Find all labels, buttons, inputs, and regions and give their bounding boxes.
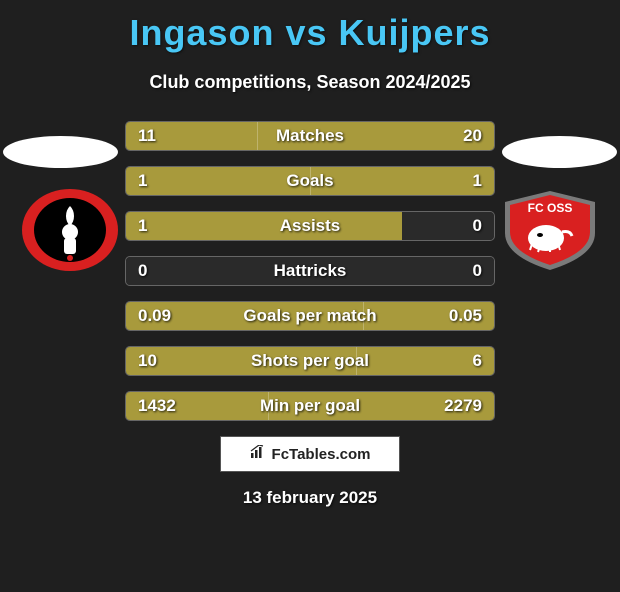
player-photo-right — [502, 136, 617, 168]
chart-icon — [250, 445, 266, 463]
stat-value-right: 6 — [473, 351, 482, 371]
comparison-subtitle: Club competitions, Season 2024/2025 — [0, 72, 620, 93]
stat-label: Goals per match — [243, 306, 376, 326]
attribution-text: FcTables.com — [272, 446, 371, 463]
stat-value-right: 0 — [473, 261, 482, 281]
stat-row: Matches 11 20 — [125, 121, 495, 151]
stat-label: Hattricks — [274, 261, 347, 281]
stat-label: Shots per goal — [251, 351, 369, 371]
attribution-badge: FcTables.com — [220, 436, 400, 472]
stat-value-left: 1432 — [138, 396, 176, 416]
stat-bar-left — [126, 167, 310, 195]
stat-bar-right — [310, 167, 494, 195]
stat-value-left: 10 — [138, 351, 157, 371]
stat-row: Assists 1 0 — [125, 211, 495, 241]
stat-value-left: 1 — [138, 171, 147, 191]
stat-label: Goals — [286, 171, 333, 191]
stat-value-left: 1 — [138, 216, 147, 236]
stat-row: Hattricks 0 0 — [125, 256, 495, 286]
stats-container: Matches1120Goals11Assists10Hattricks00Go… — [125, 121, 495, 421]
stat-label: Assists — [280, 216, 340, 236]
club-badge-left — [20, 188, 120, 273]
stat-bar-left — [126, 212, 402, 240]
stat-value-left: 0 — [138, 261, 147, 281]
svg-text:FC OSS: FC OSS — [528, 201, 573, 215]
stat-value-right: 2279 — [444, 396, 482, 416]
stat-value-right: 20 — [463, 126, 482, 146]
stat-row: Min per goal 1432 2279 — [125, 391, 495, 421]
stat-label: Matches — [276, 126, 344, 146]
stat-value-left: 0.09 — [138, 306, 171, 326]
stat-row: Goals 1 1 — [125, 166, 495, 196]
stat-row: Goals per match 0.09 0.05 — [125, 301, 495, 331]
player-photo-left — [3, 136, 118, 168]
comparison-date: 13 february 2025 — [0, 488, 620, 508]
comparison-title: Ingason vs Kuijpers — [0, 12, 620, 54]
stat-row: Shots per goal 10 6 — [125, 346, 495, 376]
stat-value-left: 11 — [138, 126, 156, 146]
stat-value-right: 1 — [473, 171, 482, 191]
stat-label: Min per goal — [260, 396, 360, 416]
club-badge-right: FC OSS — [500, 188, 600, 273]
stat-value-right: 0.05 — [449, 306, 482, 326]
stat-value-right: 0 — [473, 216, 482, 236]
